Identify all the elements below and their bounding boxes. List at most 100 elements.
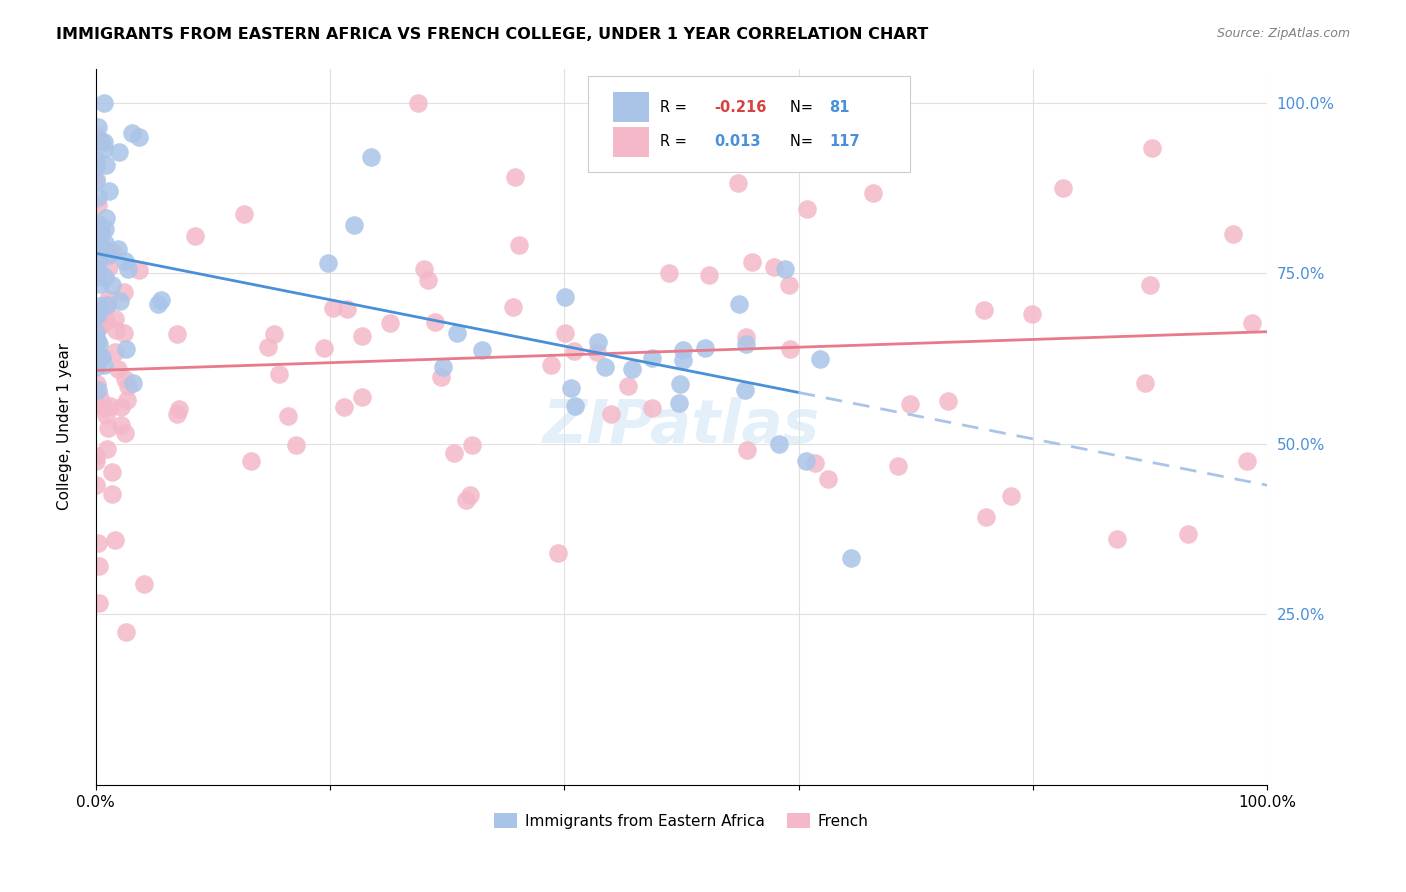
Point [547, 546, 569, 560]
Point [713, 103, 735, 117]
Point [735, 337, 758, 351]
Point [89, 277, 111, 292]
Point [503, 169, 526, 184]
Point [263, 326, 285, 341]
Point [973, 303, 995, 318]
Point [87, 264, 110, 278]
Point [90, 350, 112, 364]
Point [1139, 277, 1161, 292]
Point [352, 390, 374, 404]
Point [350, 328, 373, 343]
Point [560, 381, 582, 395]
Point [616, 379, 638, 393]
Point [658, 267, 681, 281]
Point [232, 207, 254, 221]
Point [360, 150, 382, 164]
Point [1000, 490, 1022, 504]
Text: 81: 81 [830, 100, 849, 115]
Point [735, 330, 758, 344]
Point [132, 577, 155, 591]
Point [416, 273, 439, 287]
Point [430, 369, 453, 384]
Point [87, 536, 110, 550]
Point [595, 360, 617, 375]
Point [90, 350, 112, 364]
Point [115, 393, 138, 408]
FancyBboxPatch shape [613, 127, 648, 157]
Point [87, 350, 110, 364]
Text: IMMIGRANTS FROM EASTERN AFRICA VS FRENCH COLLEGE, UNDER 1 YEAR CORRELATION CHART: IMMIGRANTS FROM EASTERN AFRICA VS FRENCH… [56, 27, 928, 42]
Point [150, 293, 173, 307]
Point [86, 249, 108, 263]
Point [641, 351, 664, 365]
Point [862, 186, 884, 200]
Point [314, 341, 336, 355]
Point [87, 337, 110, 351]
Point [90, 350, 112, 364]
Point [104, 345, 127, 359]
Point [768, 437, 790, 451]
Point [87, 197, 110, 211]
Point [84, 230, 107, 244]
Point [808, 352, 831, 367]
Point [128, 263, 150, 277]
Point [508, 238, 530, 252]
Point [84, 160, 107, 174]
Point [318, 256, 340, 270]
Point [336, 301, 359, 316]
Point [101, 487, 124, 501]
Point [727, 176, 749, 190]
Point [460, 438, 482, 452]
Point [90, 134, 112, 148]
Point [1240, 316, 1263, 330]
Point [114, 254, 136, 268]
Point [84, 397, 107, 411]
Text: Source: ZipAtlas.com: Source: ZipAtlas.com [1216, 27, 1350, 40]
Point [84, 128, 107, 143]
Point [86, 307, 108, 321]
Point [166, 326, 188, 341]
Point [446, 326, 468, 340]
Point [93, 401, 115, 415]
Point [734, 383, 756, 397]
Point [90, 224, 112, 238]
Point [586, 335, 609, 350]
Point [697, 268, 720, 282]
Text: ZIPatlas: ZIPatlas [543, 397, 820, 457]
Point [86, 377, 108, 392]
Point [779, 342, 801, 356]
Point [600, 407, 623, 421]
Text: -0.216: -0.216 [714, 100, 766, 115]
Point [586, 345, 609, 359]
Point [87, 596, 110, 610]
Point [267, 368, 290, 382]
Point [936, 393, 959, 408]
Point [101, 244, 124, 259]
Point [115, 342, 138, 356]
Point [277, 409, 299, 424]
Point [87, 559, 110, 574]
Point [94, 222, 117, 236]
Point [93, 95, 115, 110]
Point [443, 446, 465, 460]
Point [93, 358, 115, 372]
Point [87, 262, 110, 277]
Point [333, 400, 356, 414]
Point [117, 378, 139, 392]
Point [87, 299, 110, 313]
Point [898, 397, 921, 411]
Point [128, 130, 150, 145]
Point [87, 190, 110, 204]
Text: R =: R = [661, 100, 692, 115]
Point [110, 294, 132, 309]
Point [1177, 527, 1199, 541]
Point [564, 400, 586, 414]
Point [86, 172, 108, 186]
Point [839, 551, 862, 566]
Point [974, 509, 997, 524]
Point [1135, 376, 1157, 391]
Point [112, 326, 135, 341]
Text: N=: N= [790, 134, 818, 149]
Point [84, 310, 107, 324]
Point [90, 225, 112, 239]
